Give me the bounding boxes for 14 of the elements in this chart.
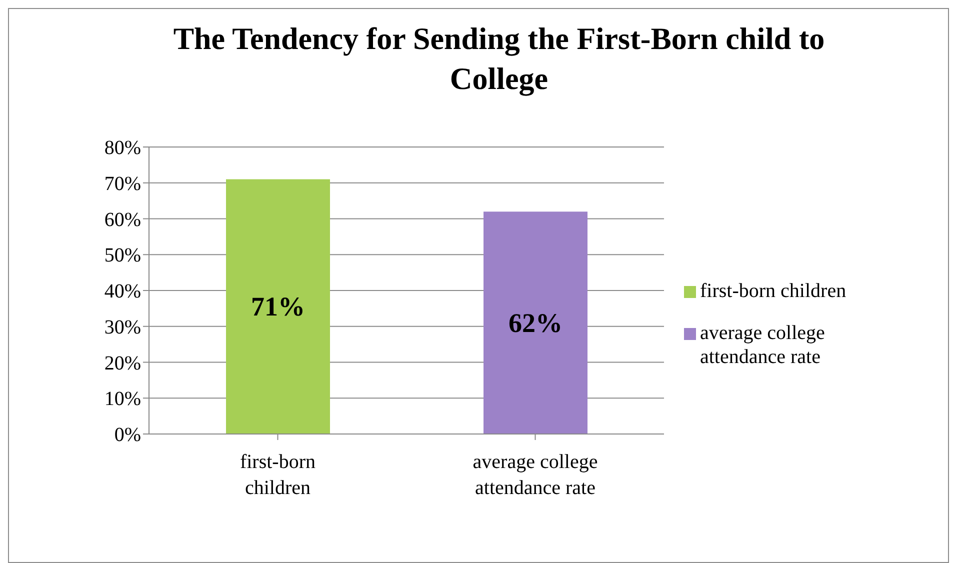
legend-label: average college attendance rate <box>700 321 826 369</box>
y-tick-label: 80% <box>104 137 141 160</box>
y-tick-label: 60% <box>104 208 141 231</box>
y-tick-label: 30% <box>104 316 141 338</box>
data-label: 62% <box>508 308 562 338</box>
y-tick-label: 0% <box>114 424 141 446</box>
y-tick-label: 10% <box>104 388 141 410</box>
y-tick-label: 20% <box>104 352 141 374</box>
legend-label: first-born children <box>700 279 848 303</box>
y-tick-label: 70% <box>104 172 141 195</box>
chart-title: The Tendency for Sending the First-Born child to College <box>172 20 826 98</box>
data-label: 71% <box>251 292 305 322</box>
y-tick-label: 50% <box>104 244 141 267</box>
y-tick-label: 40% <box>104 280 141 303</box>
